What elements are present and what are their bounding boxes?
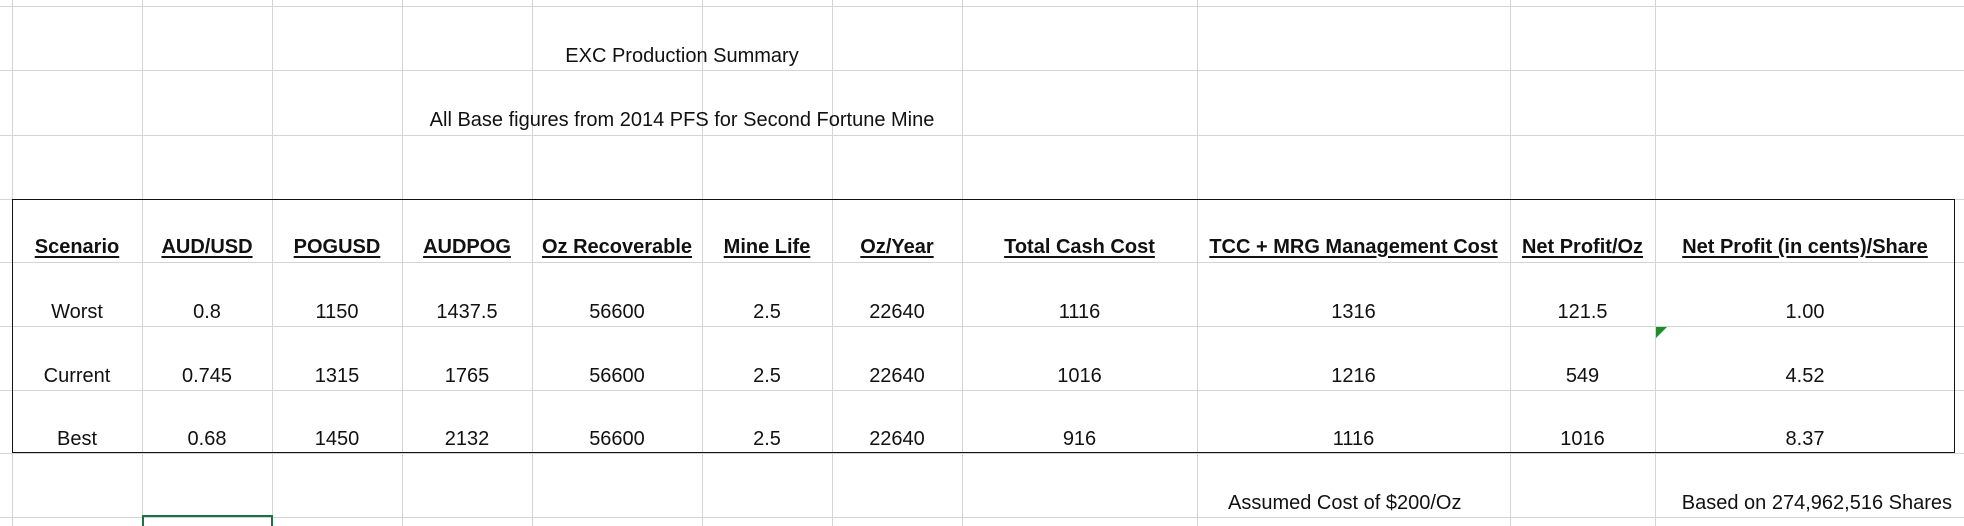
- column-header[interactable]: Mine Life: [723, 235, 811, 258]
- sheet-subtitle[interactable]: All Base figures from 2014 PFS for Secon…: [429, 108, 935, 131]
- table-cell[interactable]: 0.8: [193, 300, 221, 323]
- table-cell[interactable]: 916: [1062, 427, 1097, 450]
- gridline: [1197, 0, 1198, 526]
- table-cell[interactable]: 22640: [869, 364, 925, 387]
- table-cell[interactable]: 4.52: [1785, 364, 1825, 387]
- table-cell[interactable]: 549: [1565, 364, 1600, 387]
- table-cell[interactable]: 1437.5: [436, 300, 498, 323]
- table-cell[interactable]: 1016: [1560, 427, 1605, 450]
- table-cell[interactable]: 1315: [314, 364, 360, 387]
- gridline: [0, 6, 1964, 7]
- table-cell[interactable]: 0.68: [187, 427, 227, 450]
- table-cell[interactable]: Best: [56, 427, 98, 450]
- gridline: [532, 0, 533, 526]
- table-cell[interactable]: 1765: [444, 364, 490, 387]
- column-header[interactable]: AUDPOG: [423, 235, 511, 258]
- table-cell[interactable]: 1.00: [1785, 300, 1825, 323]
- gridline: [702, 0, 703, 526]
- table-cell[interactable]: 56600: [589, 364, 645, 387]
- active-cell-selection[interactable]: [142, 515, 273, 526]
- table-cell[interactable]: 121.5: [1557, 300, 1608, 323]
- column-header[interactable]: Oz Recoverable: [541, 235, 693, 258]
- gridline: [272, 0, 273, 526]
- gridline: [142, 0, 143, 526]
- gridline: [0, 390, 1964, 391]
- gridline: [1510, 0, 1511, 526]
- gridline: [0, 199, 1964, 200]
- table-cell[interactable]: 56600: [589, 300, 645, 323]
- column-header[interactable]: AUD/USD: [161, 235, 253, 258]
- gridline: [0, 517, 1964, 518]
- comment-indicator-icon[interactable]: [1656, 327, 1667, 338]
- table-cell[interactable]: 2132: [444, 427, 490, 450]
- table-cell[interactable]: 2.5: [753, 364, 781, 387]
- table-cell[interactable]: 1216: [1331, 364, 1376, 387]
- table-cell[interactable]: 22640: [869, 427, 925, 450]
- table-cell[interactable]: 1150: [315, 300, 359, 323]
- gridline: [0, 453, 1964, 454]
- table-cell[interactable]: 1116: [1332, 427, 1375, 450]
- shares-note[interactable]: Based on 274,962,516 Shares: [1681, 491, 1952, 514]
- column-header[interactable]: TCC + MRG Management Cost: [1209, 235, 1498, 258]
- column-header[interactable]: Net Profit/Oz: [1521, 235, 1644, 258]
- table-cell[interactable]: 22640: [869, 300, 925, 323]
- table-cell[interactable]: 2.5: [753, 300, 781, 323]
- sheet-title[interactable]: EXC Production Summary: [565, 44, 799, 67]
- column-header[interactable]: Net Profit (in cents)/Share: [1682, 235, 1928, 258]
- gridline: [0, 70, 1964, 71]
- column-header[interactable]: Scenario: [34, 235, 120, 258]
- table-cell[interactable]: 0.745: [181, 364, 233, 387]
- table-cell[interactable]: 1016: [1057, 364, 1102, 387]
- gridline: [0, 326, 1964, 327]
- table-cell[interactable]: 1450: [314, 427, 360, 450]
- assumed-cost-note[interactable]: Assumed Cost of $200/Oz: [1228, 491, 1462, 514]
- table-cell[interactable]: Worst: [51, 300, 103, 323]
- gridline: [832, 0, 833, 526]
- gridline: [0, 135, 1964, 136]
- column-header[interactable]: Total Cash Cost: [1004, 235, 1155, 258]
- gridline: [0, 262, 1964, 263]
- table-cell[interactable]: 1316: [1331, 300, 1376, 323]
- gridline: [962, 0, 963, 526]
- table-cell[interactable]: 8.37: [1785, 427, 1825, 450]
- gridline: [1655, 0, 1656, 526]
- table-cell[interactable]: 2.5: [753, 427, 781, 450]
- gridline: [402, 0, 403, 526]
- column-header[interactable]: Oz/Year: [860, 235, 934, 258]
- column-header[interactable]: POGUSD: [293, 235, 381, 258]
- table-cell[interactable]: Current: [43, 364, 111, 387]
- table-cell[interactable]: 1116: [1058, 300, 1101, 323]
- table-cell[interactable]: 56600: [589, 427, 645, 450]
